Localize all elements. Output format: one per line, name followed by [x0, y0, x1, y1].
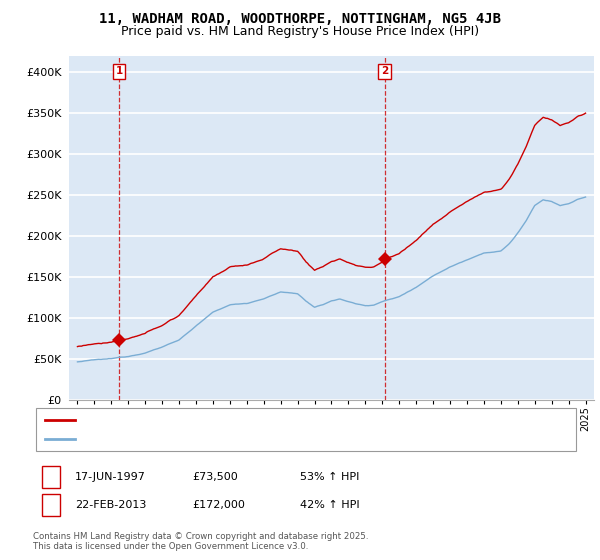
Text: 42% ↑ HPI: 42% ↑ HPI [300, 500, 359, 510]
Text: 1: 1 [116, 66, 123, 76]
Text: 11, WADHAM ROAD, WOODTHORPE, NOTTINGHAM, NG5 4JB: 11, WADHAM ROAD, WOODTHORPE, NOTTINGHAM,… [99, 12, 501, 26]
Text: 17-JUN-1997: 17-JUN-1997 [75, 472, 146, 482]
Text: 22-FEB-2013: 22-FEB-2013 [75, 500, 146, 510]
Text: £172,000: £172,000 [192, 500, 245, 510]
Text: 1: 1 [47, 472, 55, 482]
Text: Price paid vs. HM Land Registry's House Price Index (HPI): Price paid vs. HM Land Registry's House … [121, 25, 479, 38]
Text: 2: 2 [47, 500, 55, 510]
Text: £73,500: £73,500 [192, 472, 238, 482]
Text: 2: 2 [381, 66, 388, 76]
Text: HPI: Average price, semi-detached house, Gedling: HPI: Average price, semi-detached house,… [81, 434, 343, 444]
Text: Contains HM Land Registry data © Crown copyright and database right 2025.
This d: Contains HM Land Registry data © Crown c… [33, 532, 368, 552]
Text: 11, WADHAM ROAD, WOODTHORPE, NOTTINGHAM, NG5 4JB (semi-detached house): 11, WADHAM ROAD, WOODTHORPE, NOTTINGHAM,… [81, 415, 517, 424]
Text: 53% ↑ HPI: 53% ↑ HPI [300, 472, 359, 482]
